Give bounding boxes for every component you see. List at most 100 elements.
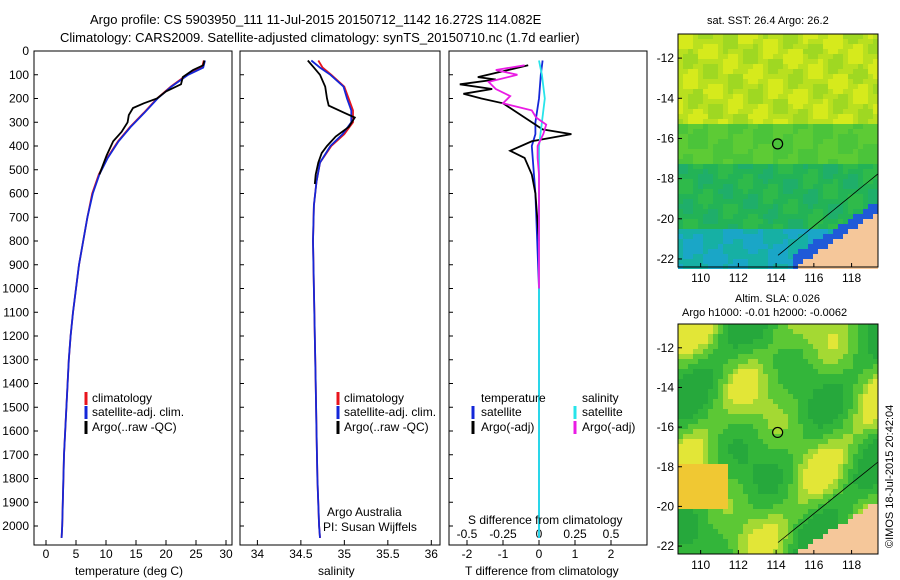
map-cell — [783, 169, 788, 174]
map-cell — [858, 364, 863, 369]
map-cell — [873, 434, 878, 439]
map-cell — [818, 544, 823, 549]
map-cell — [688, 189, 693, 194]
map-cell — [843, 189, 848, 194]
map-cell — [713, 389, 718, 394]
map-cell — [703, 354, 708, 359]
map-cell — [858, 389, 863, 394]
map-cell — [868, 409, 873, 414]
map-cell — [718, 139, 723, 144]
map-cell — [798, 174, 803, 179]
map-cell — [828, 544, 833, 549]
map-cell — [753, 189, 758, 194]
map-cell — [848, 449, 853, 454]
map-cell — [833, 129, 838, 134]
map-cell — [828, 39, 833, 44]
annotation-argo-australia: Argo Australia — [327, 505, 402, 519]
map-cell — [853, 479, 858, 484]
x-tick-label: 30 — [219, 547, 233, 561]
map-cell — [753, 109, 758, 114]
map-cell — [713, 184, 718, 189]
map-cell — [738, 169, 743, 174]
map-cell — [698, 149, 703, 154]
map-cell — [708, 129, 713, 134]
map-cell — [763, 64, 768, 69]
map-cell — [763, 99, 768, 104]
map-cell — [703, 329, 708, 334]
map-cell — [833, 444, 838, 449]
map-cell — [678, 414, 683, 419]
map-cell — [873, 234, 878, 239]
map-cell — [783, 384, 788, 389]
map-cell — [708, 219, 713, 224]
map-cell — [733, 109, 738, 114]
map-cell — [688, 539, 693, 544]
map-cell — [768, 479, 773, 484]
map-cell — [723, 519, 728, 524]
map-cell — [698, 169, 703, 174]
map-cell — [823, 394, 828, 399]
map-cell — [688, 389, 693, 394]
map-cell — [803, 374, 808, 379]
map-cell — [843, 399, 848, 404]
map-cell — [678, 54, 683, 59]
map-cell — [698, 379, 703, 384]
map-cell — [768, 109, 773, 114]
map-cell — [863, 114, 868, 119]
map-cell — [843, 139, 848, 144]
map-cell — [853, 434, 858, 439]
map-cell — [778, 139, 783, 144]
map-cell — [803, 259, 808, 264]
map-cell — [728, 219, 733, 224]
map-cell — [828, 54, 833, 59]
map-cell — [683, 209, 688, 214]
map-cell — [728, 509, 733, 514]
map-cell — [723, 119, 728, 124]
map-cell — [753, 34, 758, 39]
map-cell — [773, 439, 778, 444]
map-cell — [803, 209, 808, 214]
map-cell — [768, 404, 773, 409]
map-cell — [688, 219, 693, 224]
map-cell — [733, 354, 738, 359]
map-cell — [783, 54, 788, 59]
map-cell — [678, 474, 683, 479]
map-cell — [858, 164, 863, 169]
map-cell — [698, 339, 703, 344]
map-cell — [778, 124, 783, 129]
map-cell — [793, 364, 798, 369]
map-cell — [748, 509, 753, 514]
map-cell — [763, 219, 768, 224]
map-cell — [698, 39, 703, 44]
map-cell — [783, 494, 788, 499]
map-cell — [683, 444, 688, 449]
map-cell — [718, 444, 723, 449]
map-cell — [728, 369, 733, 374]
map-cell — [718, 544, 723, 549]
map-cell — [788, 174, 793, 179]
map-cell — [803, 89, 808, 94]
map-cell — [793, 444, 798, 449]
map-cell — [733, 324, 738, 329]
map-cell — [863, 359, 868, 364]
map-cell — [813, 444, 818, 449]
map-cell — [778, 119, 783, 124]
map-cell — [708, 519, 713, 524]
map-cell — [813, 189, 818, 194]
map-cell — [863, 119, 868, 124]
map-cell — [788, 139, 793, 144]
map-cell — [753, 414, 758, 419]
map-cell — [773, 199, 778, 204]
map-cell — [773, 174, 778, 179]
map-cell — [818, 154, 823, 159]
map-cell — [753, 424, 758, 429]
map-cell — [793, 254, 798, 259]
map-cell — [843, 99, 848, 104]
map-cell — [858, 184, 863, 189]
map-cell — [763, 389, 768, 394]
map-cell — [688, 494, 693, 499]
map-cell — [798, 229, 803, 234]
map-cell — [778, 254, 783, 259]
map-cell — [818, 379, 823, 384]
map-cell — [808, 229, 813, 234]
